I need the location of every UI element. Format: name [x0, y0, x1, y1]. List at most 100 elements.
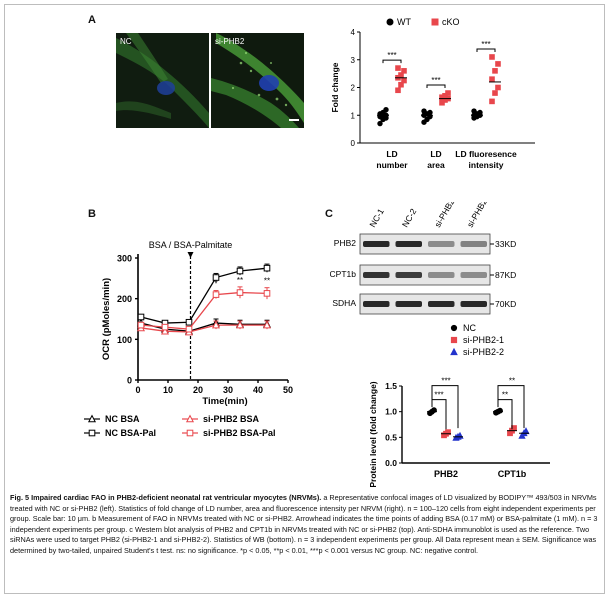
panel-a-letter: A — [88, 14, 96, 26]
data-point-a — [492, 68, 498, 74]
lane-label: si-PHB2-1 — [432, 202, 460, 229]
data-point-a — [401, 68, 407, 74]
lane-label: si-PHB2-2 — [465, 202, 493, 229]
blot-band — [363, 301, 390, 307]
legend-label-b: NC BSA — [105, 414, 140, 424]
micrograph-nc-image — [116, 33, 209, 128]
chart-c: 0.0 0.5 1.0 1.5 Protein level (fold change) N… — [368, 323, 550, 488]
y-tick-label-c: 0.0 — [385, 458, 397, 468]
series-line-b — [140, 322, 267, 332]
data-point-b — [185, 318, 193, 326]
category-label-a: LD — [386, 149, 397, 159]
sig-bracket-a — [476, 48, 496, 52]
sig-label-c: *** — [441, 377, 450, 386]
sig-bracket-c — [431, 385, 459, 429]
data-point-b — [161, 323, 169, 331]
sig-label-c: ** — [502, 391, 508, 400]
series-line-b — [140, 324, 267, 333]
legend-label-c: si-PHB2-2 — [463, 347, 504, 357]
y-tick-label-b: 300 — [117, 254, 132, 264]
x-tick-label-b: 30 — [223, 385, 233, 395]
data-point-a — [489, 54, 495, 60]
figure-caption: Fig. 5 Impaired cardiac FAO in PHB2-defi… — [10, 493, 600, 557]
y-axis-title-c: Protein level (fold change) — [368, 381, 378, 487]
data-point-b — [212, 291, 220, 298]
data-point-b — [236, 267, 244, 275]
micrograph-nc-label: NC — [120, 37, 132, 46]
data-point-a — [395, 87, 401, 94]
data-point-a — [492, 90, 498, 96]
size-label: 33KD — [495, 239, 516, 249]
legend-label-a: cKO — [442, 17, 460, 27]
x-tick-label-b: 0 — [135, 385, 140, 395]
data-point-b — [262, 320, 272, 329]
x-tick-label-b: 10 — [163, 385, 173, 395]
data-point-a — [489, 98, 495, 105]
data-point-a — [477, 109, 483, 116]
data-point-b — [211, 320, 221, 329]
injection-arrowhead-b — [187, 252, 194, 258]
y-tick-label-b: 0 — [127, 376, 132, 386]
x-tick-label-b: 20 — [193, 385, 203, 395]
caption-lead: Fig. 5 Impaired cardiac FAO in PHB2-defi… — [10, 493, 322, 502]
data-point-b — [137, 321, 145, 329]
micrograph-si-phb2-label: si-PHB2 — [215, 37, 245, 46]
data-point-c — [497, 407, 503, 414]
sig-label-b: * — [214, 280, 217, 289]
category-label-c: PHB2 — [434, 469, 458, 479]
legend-label-c: NC — [463, 323, 476, 333]
data-point-b — [236, 289, 244, 296]
data-point-a — [383, 107, 389, 113]
legend-label-c: si-PHB2-1 — [463, 335, 504, 345]
protein-label: PHB2 — [334, 238, 356, 248]
panel-c-letter: C — [325, 208, 333, 220]
data-point-a — [489, 76, 495, 82]
blot-band — [363, 272, 390, 278]
legend-marker-b — [88, 429, 96, 437]
data-point-c — [445, 429, 451, 436]
chart-b: 0 100 200 300 0 10 20 30 40 50 Time(min) OCR (pMole… — [84, 240, 293, 438]
category-label-a: LD fluoresence — [455, 149, 517, 159]
sig-label-a: *** — [481, 40, 490, 49]
sig-label-a: *** — [431, 76, 440, 85]
category-label-a: number — [376, 160, 408, 170]
blot-band — [460, 272, 487, 278]
blot-band — [395, 272, 422, 278]
data-point-b — [212, 274, 220, 281]
sig-bracket-a — [382, 59, 402, 64]
sig-label-b: ** — [264, 277, 270, 286]
blot-band — [395, 241, 422, 247]
category-label-a: area — [427, 160, 445, 170]
sig-bracket-c — [497, 399, 513, 430]
blot-band — [395, 301, 422, 307]
size-label: 70KD — [495, 299, 516, 309]
y-tick-label-a: 4 — [351, 28, 356, 37]
category-label-a: intensity — [469, 160, 504, 170]
legend-marker-a — [431, 18, 439, 26]
annotation-b: BSA / BSA-Palmitate — [149, 240, 233, 250]
legend-label-a: WT — [397, 17, 411, 27]
micrograph-nc: NC — [116, 33, 209, 128]
sig-label-c: *** — [434, 391, 443, 400]
blot-band — [460, 241, 487, 247]
western-blot: NC-1 NC-2 si-PHB2-1 si-PHB2-2 PHB2 33KD CPT1b 8… — [330, 202, 516, 315]
caption-body: a Representative confocal images of LD v… — [10, 493, 598, 555]
legend-marker-b — [186, 429, 194, 437]
y-tick-label-c: 1.0 — [385, 407, 397, 417]
lane-label: NC-2 — [400, 207, 419, 229]
lane-label: NC-1 — [367, 207, 386, 229]
x-axis-title-b: Time(min) — [202, 396, 247, 407]
data-point-a — [495, 84, 501, 91]
legend-marker-c — [450, 347, 458, 356]
sig-bracket-c — [431, 399, 447, 430]
x-tick-label-b: 50 — [283, 385, 293, 395]
legend-marker-c — [450, 336, 458, 344]
data-point-b — [137, 313, 145, 321]
data-point-b — [235, 320, 245, 329]
x-tick-label-b: 40 — [253, 385, 263, 395]
sig-label-b: ** — [237, 276, 243, 285]
sig-bracket-c — [497, 385, 525, 429]
figure-frame — [4, 4, 605, 594]
data-point-a — [421, 108, 427, 114]
